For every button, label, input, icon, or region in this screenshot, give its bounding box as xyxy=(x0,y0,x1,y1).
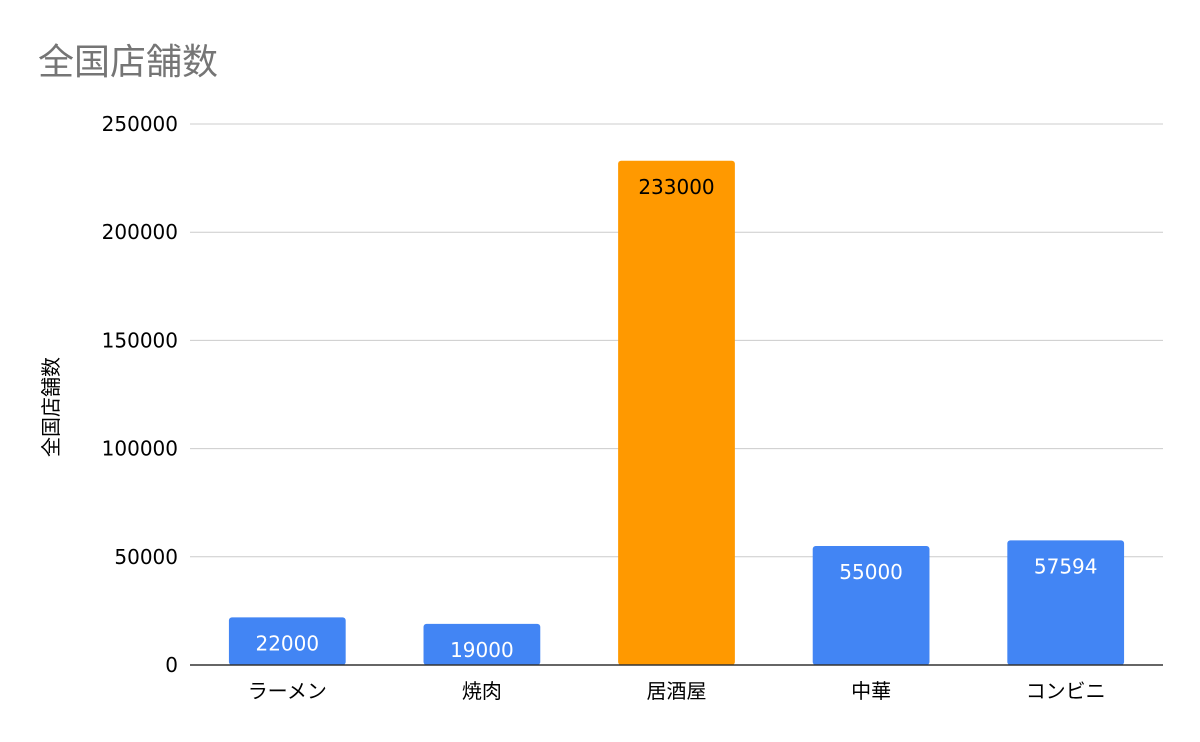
x-tick-label: ラーメン xyxy=(248,679,327,703)
bar xyxy=(423,623,541,665)
bar xyxy=(812,545,930,665)
bar xyxy=(228,617,346,665)
x-tick-label: 焼肉 xyxy=(462,679,502,703)
y-tick-label: 250000 xyxy=(102,112,178,136)
bar-data-labels: 22000 19000 233000 55000 57594 xyxy=(255,175,1097,662)
bar-data-label: 57594 xyxy=(1034,554,1098,578)
y-tick-label: 100000 xyxy=(102,437,178,461)
bar-data-label: 22000 xyxy=(255,631,319,655)
chart-title: 全国店舗数 xyxy=(38,42,218,83)
bar-data-label: 55000 xyxy=(839,560,903,584)
bars xyxy=(228,160,1125,665)
y-axis-label: 全国店舗数 xyxy=(39,357,63,457)
bar xyxy=(1007,540,1125,665)
x-tick-label: コンビニ xyxy=(1026,679,1106,703)
y-tick-labels: 0 50000 100000 150000 200000 250000 xyxy=(102,112,178,677)
y-tick-label: 0 xyxy=(165,653,178,677)
x-tick-label: 中華 xyxy=(851,679,891,703)
bar-data-label: 233000 xyxy=(638,175,714,199)
y-tick-label: 200000 xyxy=(102,220,178,244)
bar xyxy=(618,160,735,665)
y-tick-label: 150000 xyxy=(102,328,178,352)
y-tick-label: 50000 xyxy=(114,545,178,569)
x-tick-labels: ラーメン 焼肉 居酒屋 中華 コンビニ xyxy=(248,679,1106,703)
x-tick-label: 居酒屋 xyxy=(647,679,707,703)
bar-data-label: 19000 xyxy=(450,638,514,662)
